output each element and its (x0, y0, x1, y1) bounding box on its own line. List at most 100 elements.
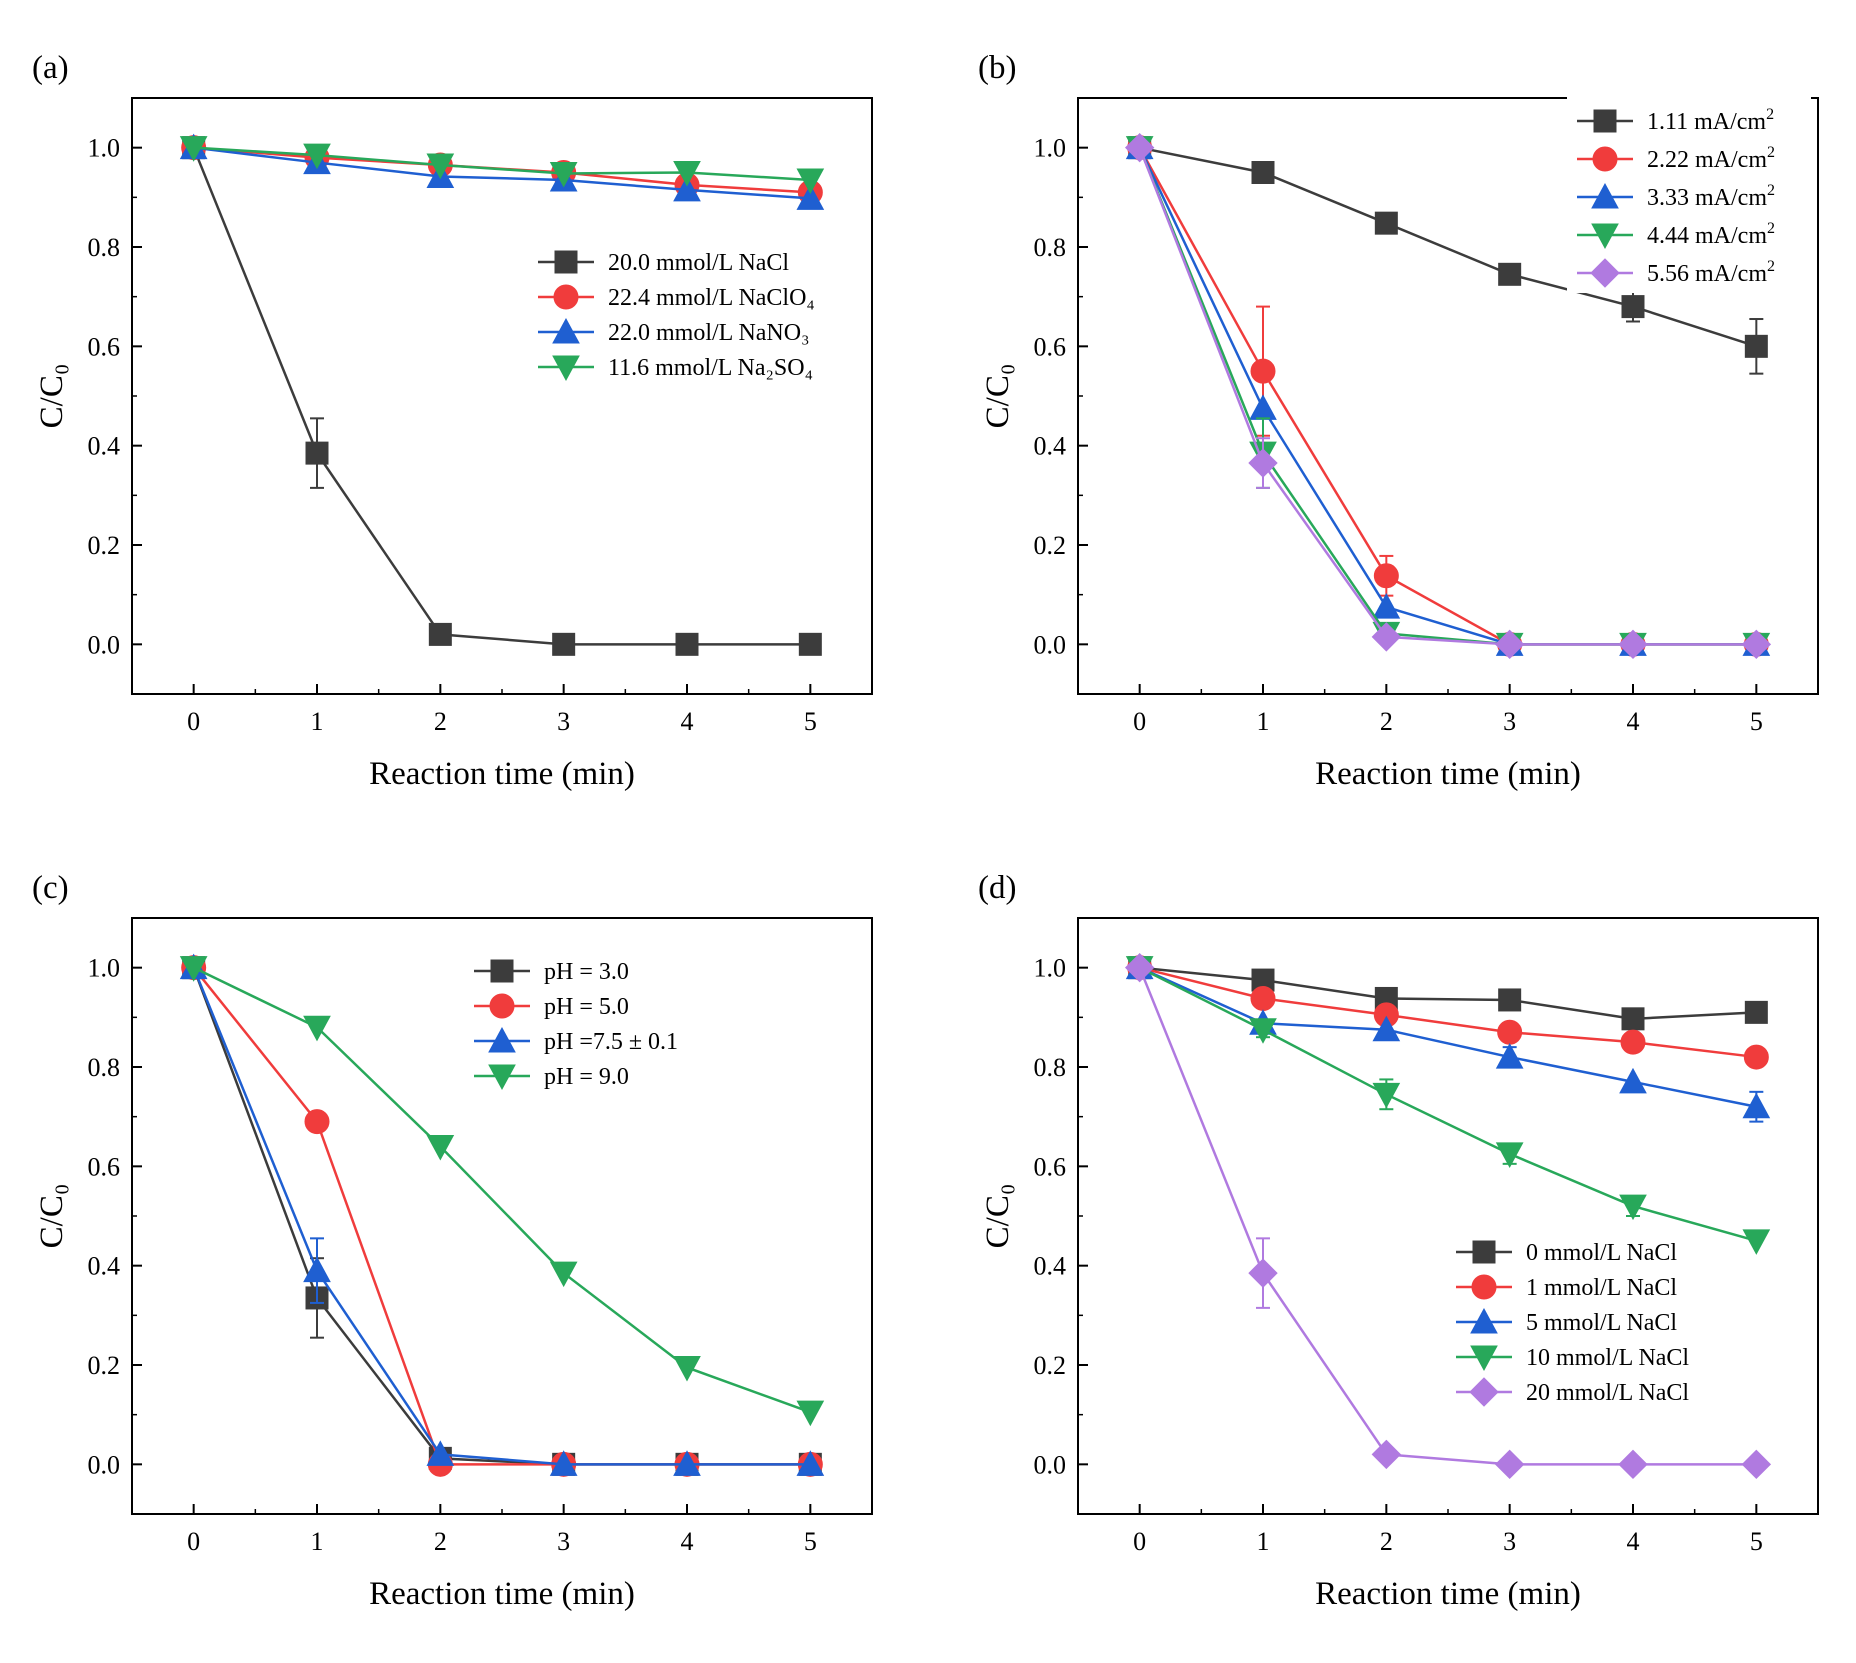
y-tick-label: 0.4 (1034, 1252, 1067, 1281)
y-axis-label: C/C₀ (34, 364, 70, 429)
series-line (193, 146, 811, 182)
data-point (1619, 1194, 1647, 1221)
data-point (1744, 1000, 1768, 1024)
legend-entry: 20.0 mmol/L NaCl (608, 250, 789, 276)
x-axis-label: Reaction time (min) (1315, 1576, 1581, 1612)
x-tick-label: 2 (434, 707, 447, 736)
legend-marker (490, 959, 514, 983)
data-point (305, 441, 329, 465)
series-line (193, 966, 811, 1414)
legend-marker (489, 993, 515, 1019)
y-tick-label: 0.0 (1034, 630, 1067, 659)
data-point (426, 153, 455, 180)
legend-marker (552, 355, 580, 382)
data-point (1251, 161, 1275, 184)
data-point (426, 1440, 455, 1466)
data-point (796, 1400, 825, 1427)
y-tick-label: 0.4 (1034, 432, 1067, 461)
data-point (1620, 1029, 1646, 1055)
data-point (1124, 952, 1155, 983)
legend-entry: 5 mmol/L NaCl (1526, 1310, 1677, 1336)
series-line (192, 967, 811, 1466)
x-tick-label: 0 (1133, 1527, 1146, 1556)
data-point (796, 168, 825, 194)
data-point (303, 1015, 331, 1042)
data-point (1248, 448, 1278, 478)
x-axis-label: Reaction time (min) (369, 756, 635, 792)
x-tick-label: 5 (1750, 707, 1763, 736)
y-tick-label: 0.4 (88, 1252, 121, 1281)
y-tick-label: 0.2 (88, 531, 121, 560)
legend-entry: 0 mmol/L NaCl (1526, 1240, 1677, 1266)
legend-marker (1471, 1274, 1497, 1300)
legend-entry: pH =7.5 ± 0.1 (544, 1029, 678, 1055)
data-point (303, 1256, 331, 1283)
data-point (552, 632, 576, 656)
chart-panel-b: (b) 0 1 2 3 4 5 0.0 0.2 0.4 0.6 0.8 1.0 Reaction time… (978, 50, 1819, 792)
x-tick-label: 0 (187, 707, 200, 736)
panel-label: (d) (978, 870, 1016, 906)
data-point (1621, 295, 1645, 319)
series-line (192, 147, 811, 646)
data-point (1373, 563, 1399, 589)
legend-marker (552, 317, 580, 344)
y-tick-label: 1.0 (88, 134, 121, 163)
legend-marker (553, 284, 579, 310)
legend-marker (1593, 109, 1617, 133)
data-point (426, 1134, 455, 1161)
panel-label: (a) (32, 50, 69, 86)
data-point (1497, 1019, 1523, 1045)
x-tick-label: 3 (557, 707, 570, 736)
legend: 1.11 mA/cm2 2.22 mA/cm2 3.33 mA/cm2 4.44 mA… (1567, 97, 1811, 293)
panel-label: (c) (32, 870, 69, 906)
x-tick-label: 3 (557, 1527, 570, 1556)
x-axis-label: Reaction time (min) (369, 1576, 635, 1612)
legend-marker (1591, 223, 1619, 250)
legend: pH = 3.0 pH = 5.0 pH =7.5 ± 0.1 pH = 9.0 (474, 959, 678, 1091)
y-tick-label: 1.0 (1034, 134, 1067, 163)
x-tick-label: 4 (1627, 707, 1640, 736)
x-tick-label: 3 (1503, 1527, 1516, 1556)
data-point (1618, 1449, 1648, 1480)
data-point (1371, 622, 1402, 652)
legend-entry: 1 mmol/L NaCl (1526, 1275, 1677, 1301)
y-tick-label: 0.2 (1034, 531, 1067, 560)
series-line (1138, 967, 1757, 1466)
x-tick-label: 1 (1257, 1527, 1270, 1556)
legend-entry: 22.4 mmol/L NaClO₄ (608, 285, 815, 311)
x-tick-label: 1 (311, 707, 324, 736)
series-line (1138, 147, 1757, 646)
x-tick-label: 0 (187, 1527, 200, 1556)
data-point (1498, 988, 1522, 1012)
y-axis-label: C/C₀ (980, 364, 1016, 429)
series-line (193, 146, 811, 200)
data-point (549, 161, 578, 188)
legend-entry: 2.22 mA/cm2 (1647, 144, 1775, 173)
data-point (1741, 1449, 1772, 1480)
data-point (1621, 1007, 1645, 1031)
data-point (1371, 1439, 1402, 1470)
plot-frame (1077, 917, 1819, 1515)
legend-unit-superscript: 2 (1767, 258, 1775, 275)
x-tick-label: 5 (804, 707, 817, 736)
legend-entry: 1.11 mA/cm2 (1647, 106, 1774, 135)
data-point (303, 143, 331, 170)
series-line (1139, 966, 1757, 1108)
chart-panel-a: (a) 0 1 2 3 4 5 0.0 0.2 0.4 0.6 0.8 1.0 Reaction time… (32, 50, 873, 792)
y-tick-label: 0.0 (88, 630, 121, 659)
series-5 (1124, 132, 1772, 660)
legend-unit-superscript: 2 (1766, 106, 1774, 123)
legend-unit-superscript: 2 (1767, 144, 1775, 161)
y-tick-label: 1.0 (1034, 954, 1067, 983)
data-point (1743, 1044, 1769, 1070)
legend-marker (1590, 258, 1620, 288)
legend-entry: 4.44 mA/cm2 (1647, 220, 1775, 249)
series-5 (1124, 952, 1772, 1480)
x-tick-label: 2 (434, 1527, 447, 1556)
data-point (179, 956, 208, 982)
series-3 (1125, 953, 1771, 1123)
data-point (798, 632, 822, 656)
legend: 0 mmol/L NaCl 1 mmol/L NaCl 5 mmol/L NaCl 1… (1456, 1240, 1689, 1407)
series-1 (182, 136, 822, 656)
